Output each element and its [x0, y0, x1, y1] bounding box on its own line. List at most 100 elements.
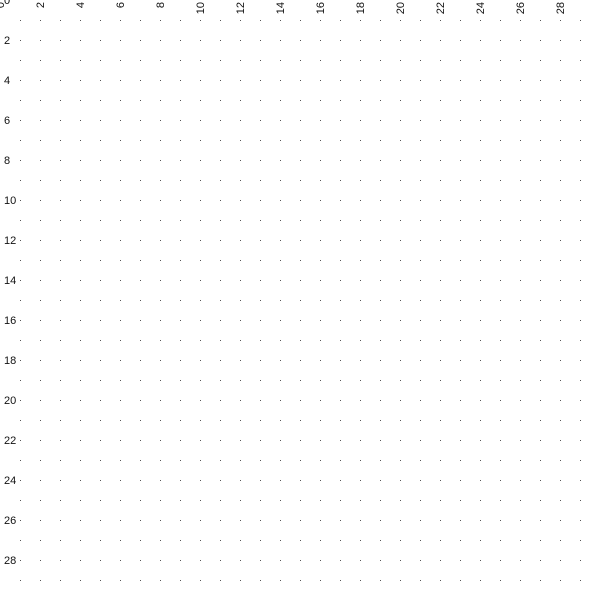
grid-dot: [20, 380, 21, 381]
grid-dot: [20, 260, 21, 261]
grid-dot: [420, 40, 421, 41]
grid-dot: [60, 20, 61, 21]
grid-dot: [460, 440, 461, 441]
grid-dot: [500, 440, 501, 441]
grid-dot: [20, 200, 21, 201]
grid-dot: [500, 540, 501, 541]
grid-dot: [440, 400, 441, 401]
grid-dot: [460, 480, 461, 481]
grid-dot: [20, 280, 21, 281]
grid-dot: [80, 460, 81, 461]
grid-dot: [160, 380, 161, 381]
left-ruler-label-4: 4: [4, 75, 10, 87]
grid-dot: [180, 60, 181, 61]
grid-dot: [260, 320, 261, 321]
grid-dot: [320, 360, 321, 361]
grid-dot: [480, 340, 481, 341]
grid-dot: [280, 440, 281, 441]
grid-dot: [260, 340, 261, 341]
grid-dot: [520, 560, 521, 561]
grid-dot: [560, 540, 561, 541]
grid-dot: [180, 320, 181, 321]
grid-dot: [420, 220, 421, 221]
grid-dot: [300, 420, 301, 421]
grid-dot: [140, 580, 141, 581]
grid-dot: [140, 280, 141, 281]
grid-dot: [120, 540, 121, 541]
grid-dot: [580, 520, 581, 521]
grid-dot: [460, 20, 461, 21]
grid-dot: [380, 40, 381, 41]
grid-dot: [140, 120, 141, 121]
grid-dot: [80, 140, 81, 141]
grid-dot: [200, 40, 201, 41]
grid-dot: [220, 60, 221, 61]
grid-dot: [140, 300, 141, 301]
grid-dot: [220, 100, 221, 101]
grid-dot: [420, 540, 421, 541]
grid-dot: [380, 220, 381, 221]
grid-dot: [180, 400, 181, 401]
grid-dot: [420, 240, 421, 241]
grid-dot: [100, 20, 101, 21]
grid-dot: [440, 140, 441, 141]
grid-dot: [200, 440, 201, 441]
grid-dot: [100, 560, 101, 561]
grid-dot: [520, 500, 521, 501]
grid-dot: [320, 120, 321, 121]
grid-dot: [100, 80, 101, 81]
grid-dot: [280, 360, 281, 361]
grid-dot: [160, 20, 161, 21]
grid-dot: [120, 420, 121, 421]
grid-dot: [420, 520, 421, 521]
grid-dot: [240, 60, 241, 61]
grid-dot: [500, 100, 501, 101]
grid-dot: [80, 80, 81, 81]
grid-dot: [380, 360, 381, 361]
grid-dot: [540, 160, 541, 161]
grid-dot: [380, 400, 381, 401]
grid-dot: [100, 380, 101, 381]
grid-dot: [140, 80, 141, 81]
grid-dot: [40, 60, 41, 61]
grid-dot: [240, 220, 241, 221]
grid-dot: [180, 200, 181, 201]
grid-dot: [20, 360, 21, 361]
grid-dot: [140, 180, 141, 181]
grid-dot: [500, 20, 501, 21]
grid-dot: [80, 60, 81, 61]
grid-dot: [300, 400, 301, 401]
grid-dot: [460, 180, 461, 181]
grid-dot: [240, 240, 241, 241]
grid-dot: [520, 480, 521, 481]
grid-dot: [140, 40, 141, 41]
grid-dot: [480, 520, 481, 521]
grid-dot: [280, 400, 281, 401]
grid-dot: [380, 20, 381, 21]
grid-dot: [20, 500, 21, 501]
grid-dot: [100, 580, 101, 581]
grid-dot: [360, 100, 361, 101]
grid-dot: [420, 200, 421, 201]
grid-dot: [400, 560, 401, 561]
grid-dot: [140, 100, 141, 101]
grid-dot: [580, 120, 581, 121]
grid-dot: [240, 200, 241, 201]
grid-dot: [280, 500, 281, 501]
grid-dot: [100, 120, 101, 121]
grid-dot: [420, 480, 421, 481]
grid-dot: [360, 120, 361, 121]
grid-dot: [220, 420, 221, 421]
grid-dot: [260, 20, 261, 21]
grid-dot: [260, 80, 261, 81]
grid-dot: [180, 440, 181, 441]
grid-dot: [180, 500, 181, 501]
grid-dot: [540, 180, 541, 181]
grid-dot: [100, 300, 101, 301]
grid-dot: [80, 360, 81, 361]
grid-dot: [420, 120, 421, 121]
grid-dot: [440, 280, 441, 281]
grid-dot: [220, 300, 221, 301]
grid-dot: [380, 500, 381, 501]
